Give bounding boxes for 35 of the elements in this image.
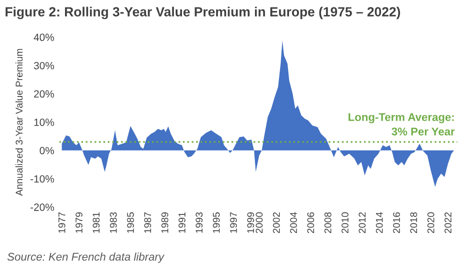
ref-line-label: Long-Term Average: 3% Per Year [348, 113, 455, 136]
x-tick-label: 1985 [127, 212, 134, 233]
y-axis-title: Annualized 3-Year Value Premium [15, 48, 23, 196]
x-tick-label: 2012 [358, 212, 366, 234]
x-tick-label: 1997 [230, 212, 237, 233]
x-tick-label: 1983 [110, 212, 117, 233]
x-tick-label: 1977 [58, 212, 66, 233]
x-tick-label: 2006 [307, 212, 314, 234]
x-tick-label: 2016 [393, 212, 400, 234]
x-tick-label: 2022 [444, 212, 452, 234]
y-tick-label: 10% [34, 118, 54, 126]
x-tick-label: 2014 [376, 212, 383, 234]
x-tick-label: 1979 [76, 212, 82, 233]
x-tick-label: 1989 [161, 212, 168, 233]
y-tick-label: 30% [34, 62, 54, 70]
chart-title: Figure 2: Rolling 3-Year Value Premium in Europe (1975 – 2022) [6, 6, 400, 20]
y-tick-label: 0% [40, 146, 54, 154]
x-tick-label: 1991 [178, 212, 186, 233]
x-tick-label: 2018 [410, 212, 418, 234]
x-tick-label: 2020 [427, 212, 434, 234]
y-tick-label: -10% [30, 175, 54, 183]
x-tick-label: 1987 [144, 212, 152, 233]
source-note: Source: Ken French data library [7, 252, 165, 263]
x-tick-label: 1995 [212, 212, 220, 233]
x-tick-label: 2002 [272, 212, 280, 234]
x-tick-label: 1999 [247, 212, 254, 233]
y-tick-label: 20% [34, 90, 54, 98]
x-tick-label: 1981 [92, 212, 100, 233]
y-tick-label: 40% [34, 34, 54, 42]
x-tick-label: 2000 [256, 212, 263, 234]
y-tick-label: -20% [30, 204, 54, 211]
x-tick-label: 1993 [196, 212, 203, 233]
x-tick-label: 2008 [324, 212, 332, 234]
x-tick-label: 2004 [290, 212, 297, 234]
x-tick-label: 2010 [342, 212, 348, 234]
